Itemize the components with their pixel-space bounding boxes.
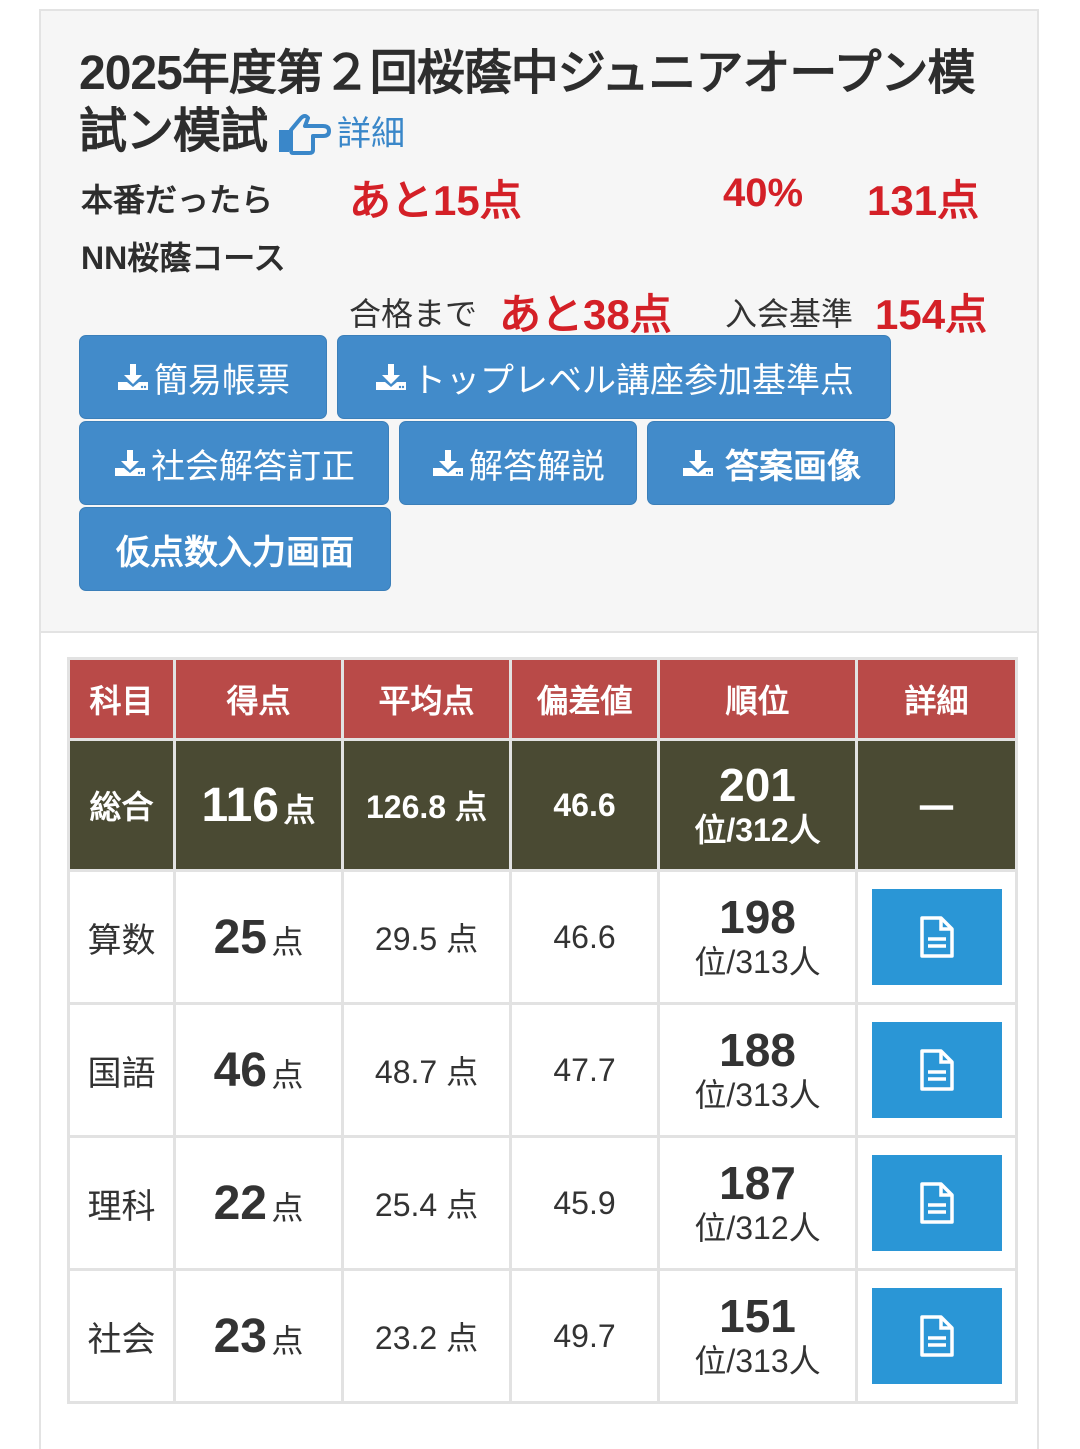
detail-doc-button[interactable] <box>871 1155 1002 1251</box>
header-rank: 順位 <box>657 657 858 741</box>
document-icon <box>919 1049 954 1091</box>
honban-score: 131点 <box>867 177 980 224</box>
honban-diff: あと15点 <box>349 177 522 224</box>
header-subject: 科目 <box>67 657 176 741</box>
exam-result-panel: 2025年度第２回桜蔭中ジュニアオープン模試ン模試 詳細 本番だったら あと15… <box>39 9 1039 1449</box>
top-level-criteria-button[interactable]: トップレベル講座参加基準点 <box>337 335 891 419</box>
header-score: 得点 <box>173 657 344 741</box>
rank-cell: 187 位/312人 <box>657 1135 858 1271</box>
rank-cell: 201 位/312人 <box>657 738 858 872</box>
detail-link[interactable]: 詳細 <box>275 105 405 163</box>
deviation-cell: 47.7 <box>509 1002 660 1138</box>
score-cell: 22 点 <box>173 1135 344 1271</box>
subject-cell: 社会 <box>67 1268 176 1404</box>
pass-label: 合格まで <box>349 296 478 332</box>
download-icon <box>376 364 406 390</box>
provisional-score-input-button[interactable]: 仮点数入力画面 <box>79 507 391 591</box>
detail-doc-button[interactable] <box>871 1288 1002 1384</box>
rank-cell: 151 位/313人 <box>657 1268 858 1404</box>
deviation-cell: 46.6 <box>509 869 660 1005</box>
social-correction-button[interactable]: 社会解答訂正 <box>79 421 389 505</box>
course-label: NN桜蔭コース <box>81 240 286 276</box>
honban-label: 本番だったら <box>81 182 274 218</box>
table-row: 算数 25 点 29.5 点 46.6 198 位/313人 <box>67 869 1018 1005</box>
answer-explanation-button[interactable]: 解答解説 <box>399 421 637 505</box>
deviation-cell: 46.6 <box>509 738 660 872</box>
pass-diff: あと38点 <box>499 291 672 338</box>
table-row: 理科 22 点 25.4 点 45.9 187 位/312人 <box>67 1135 1018 1271</box>
detail-cell <box>855 869 1018 1005</box>
rank-cell: 198 位/313人 <box>657 869 858 1005</box>
average-cell: 48.7 点 <box>341 1002 512 1138</box>
detail-doc-button[interactable] <box>871 1022 1002 1118</box>
deviation-cell: 45.9 <box>509 1135 660 1271</box>
score-cell: 25 点 <box>173 869 344 1005</box>
simple-report-button[interactable]: 簡易帳票 <box>79 335 327 419</box>
subject-cell: 算数 <box>67 869 176 1005</box>
honban-percent: 40% <box>723 171 804 215</box>
table-header-row: 科目 得点 平均点 偏差値 順位 詳細 <box>67 657 1018 741</box>
download-icon <box>115 450 145 476</box>
answer-image-button[interactable]: 答案画像 <box>647 421 895 505</box>
document-icon <box>919 916 954 958</box>
document-icon <box>919 1315 954 1357</box>
score-table: 科目 得点 平均点 偏差値 順位 詳細 総合 116 点 126.8 点 46.… <box>67 657 1018 1404</box>
subject-cell: 国語 <box>67 1002 176 1138</box>
total-row: 総合 116 点 126.8 点 46.6 201 位/312人 － <box>67 738 1018 872</box>
score-cell: 23 点 <box>173 1268 344 1404</box>
rank-cell: 188 位/313人 <box>657 1002 858 1138</box>
average-cell: 25.4 点 <box>341 1135 512 1271</box>
detail-cell <box>855 1002 1018 1138</box>
table-row: 社会 23 点 23.2 点 49.7 151 位/313人 <box>67 1268 1018 1404</box>
subject-cell: 総合 <box>67 738 176 872</box>
download-icon <box>118 364 148 390</box>
admission-score: 154点 <box>875 291 988 338</box>
score-cell: 116 点 <box>173 738 344 872</box>
detail-cell <box>855 1268 1018 1404</box>
table-row: 国語 46 点 48.7 点 47.7 188 位/313人 <box>67 1002 1018 1138</box>
header-detail: 詳細 <box>855 657 1018 741</box>
detail-cell <box>855 1135 1018 1271</box>
average-cell: 23.2 点 <box>341 1268 512 1404</box>
download-icon <box>433 450 463 476</box>
header-deviation: 偏差値 <box>509 657 660 741</box>
document-icon <box>919 1182 954 1224</box>
admission-label: 入会基準 <box>725 296 854 332</box>
header-average: 平均点 <box>341 657 512 741</box>
subject-cell: 理科 <box>67 1135 176 1271</box>
download-icon <box>683 450 713 476</box>
score-cell: 46 点 <box>173 1002 344 1138</box>
average-cell: 29.5 点 <box>341 869 512 1005</box>
page-title: 2025年度第２回桜蔭中ジュニアオープン模試ン模試 詳細 <box>79 45 999 163</box>
average-cell: 126.8 点 <box>341 738 512 872</box>
pointing-hand-icon <box>279 114 332 156</box>
panel-header: 2025年度第２回桜蔭中ジュニアオープン模試ン模試 詳細 本番だったら あと15… <box>41 11 1037 633</box>
detail-cell: － <box>855 738 1018 872</box>
deviation-cell: 49.7 <box>509 1268 660 1404</box>
detail-doc-button[interactable] <box>871 889 1002 985</box>
